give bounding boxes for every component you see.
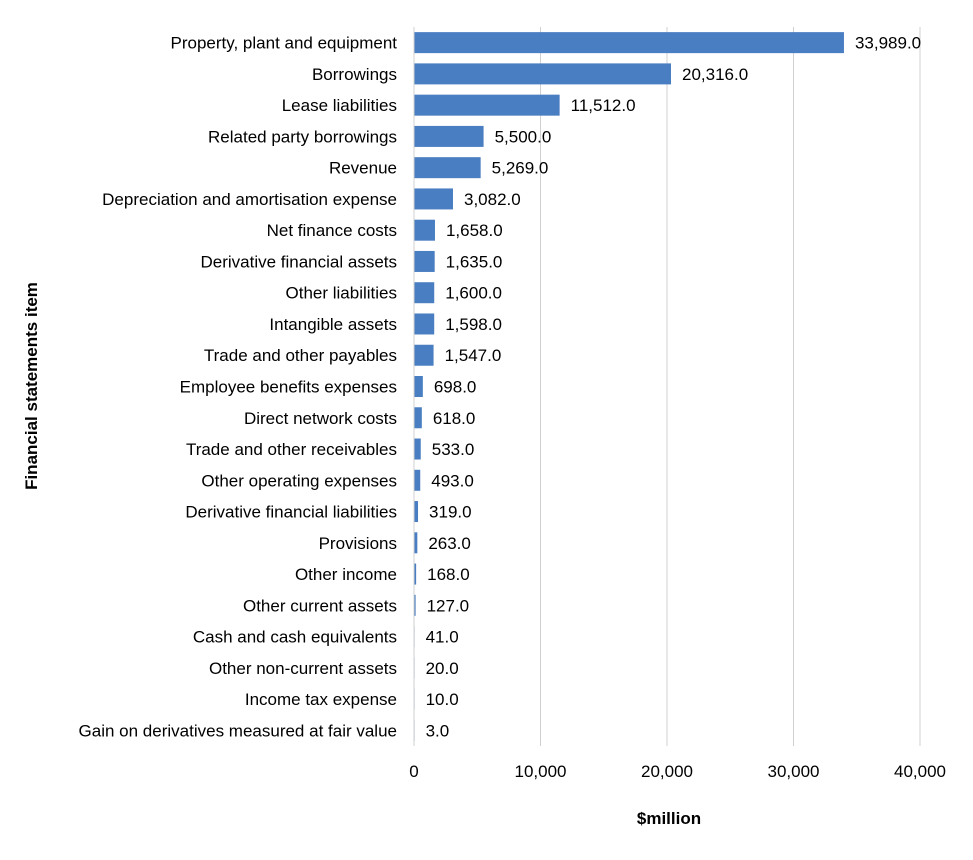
category-label: Trade and other payables <box>204 346 397 365</box>
bar <box>414 344 434 366</box>
x-tick-label: 30,000 <box>768 762 820 781</box>
data-label: 263.0 <box>428 534 471 553</box>
x-tick-label: 10,000 <box>515 762 567 781</box>
data-label: 1,600.0 <box>445 284 502 303</box>
category-label: Lease liabilities <box>282 96 397 115</box>
x-tick-label: 40,000 <box>894 762 946 781</box>
data-label: 1,547.0 <box>445 346 502 365</box>
grid-layer <box>540 27 921 746</box>
category-label: Other income <box>295 565 397 584</box>
bar <box>414 376 423 397</box>
category-label: Employee benefits expenses <box>180 378 397 397</box>
bar <box>414 157 481 179</box>
data-label: 168.0 <box>427 565 470 584</box>
data-label: 319.0 <box>429 503 472 522</box>
bar <box>414 407 422 429</box>
bar <box>414 282 435 304</box>
category-label: Net finance costs <box>267 221 397 240</box>
data-label: 11,512.0 <box>571 96 636 115</box>
category-label: Provisions <box>319 534 397 553</box>
bar <box>414 32 844 54</box>
category-label: Derivative financial liabilities <box>185 503 397 522</box>
category-label: Borrowings <box>312 65 397 84</box>
data-label: 698.0 <box>434 378 477 397</box>
data-label: 5,500.0 <box>495 127 552 146</box>
data-label: 41.0 <box>426 628 459 647</box>
data-label: 3,082.0 <box>464 190 521 209</box>
category-label: Other non-current assets <box>209 659 397 678</box>
x-axis-title: $million <box>637 809 701 828</box>
data-label: 1,635.0 <box>446 252 503 271</box>
category-label: Cash and cash equivalents <box>193 628 397 647</box>
data-label: 33,989.0 <box>855 34 921 53</box>
data-label: 20,316.0 <box>682 65 748 84</box>
category-label: Other liabilities <box>286 284 398 303</box>
category-label: Revenue <box>329 159 397 178</box>
data-label: 493.0 <box>431 471 474 490</box>
category-label: Other current assets <box>243 596 397 615</box>
category-label: Trade and other receivables <box>186 440 397 459</box>
bar <box>414 563 417 585</box>
category-label: Income tax expense <box>245 690 397 709</box>
bar-layer <box>414 32 844 741</box>
data-label: 5,269.0 <box>492 159 549 178</box>
data-label: 618.0 <box>433 409 476 428</box>
bar <box>414 438 421 460</box>
bar <box>414 188 453 210</box>
y-axis-title: Financial statements item <box>22 282 41 490</box>
category-label: Gain on derivatives measured at fair val… <box>79 721 397 740</box>
category-label: Intangible assets <box>269 315 397 334</box>
data-label: 533.0 <box>432 440 475 459</box>
data-label: 127.0 <box>427 596 470 615</box>
bar <box>414 469 421 491</box>
category-label: Direct network costs <box>244 409 397 428</box>
data-label: 1,598.0 <box>445 315 502 334</box>
data-label: 3.0 <box>426 721 450 740</box>
category-label: Property, plant and equipment <box>171 34 398 53</box>
bar <box>414 313 435 335</box>
category-label: Other operating expenses <box>201 471 397 490</box>
bar <box>414 532 418 554</box>
category-label: Depreciation and amortisation expense <box>102 190 397 209</box>
bar <box>414 94 560 116</box>
bar <box>414 250 435 272</box>
label-layer: 0 10,000 20,000 30,000 40,000 Property, plant… <box>79 34 946 781</box>
bar <box>414 63 671 85</box>
data-label: 1,658.0 <box>446 221 503 240</box>
x-tick-label: 20,000 <box>641 762 693 781</box>
bar <box>414 219 435 241</box>
bar <box>414 501 419 523</box>
data-label: 20.0 <box>426 659 459 678</box>
data-label: 10.0 <box>426 690 459 709</box>
x-tick-label: 0 <box>409 762 418 781</box>
category-label: Related party borrowings <box>208 127 397 146</box>
category-label: Derivative financial assets <box>200 252 397 271</box>
bar <box>414 125 484 147</box>
bar <box>414 594 416 616</box>
